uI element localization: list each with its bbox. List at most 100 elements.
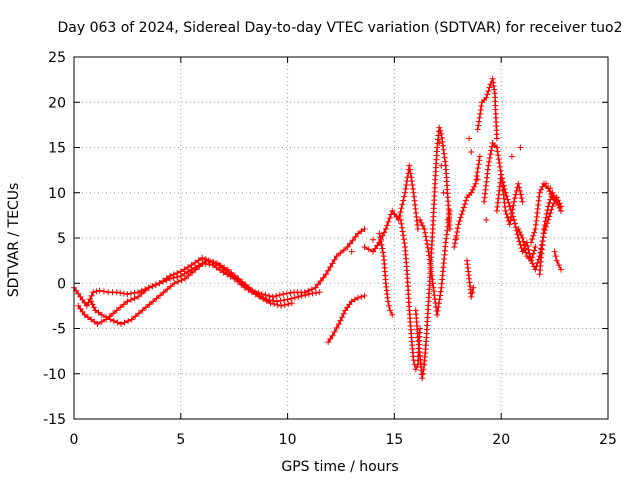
data-point-marker	[422, 229, 429, 236]
data-point-marker	[94, 320, 101, 327]
data-point-marker	[503, 211, 510, 218]
data-point-marker	[474, 176, 481, 183]
data-point-marker	[384, 298, 391, 305]
data-point-marker	[511, 195, 518, 202]
data-point-marker	[472, 180, 479, 187]
data-point-marker	[436, 139, 443, 146]
data-point-marker	[531, 229, 538, 236]
data-point-marker	[511, 216, 518, 223]
data-point-marker	[486, 158, 493, 165]
data-point-marker	[88, 316, 95, 323]
data-point-marker	[504, 196, 511, 203]
data-point-marker	[361, 292, 368, 299]
data-point-marker	[149, 283, 156, 290]
data-point-marker	[120, 290, 127, 297]
data-point-marker	[474, 126, 481, 133]
series-track-15h-dip	[397, 216, 424, 373]
data-point-marker	[420, 366, 427, 373]
data-point-marker	[182, 275, 189, 282]
data-point-marker	[439, 138, 446, 145]
data-point-marker	[256, 293, 263, 300]
data-point-marker	[269, 293, 276, 300]
data-point-marker	[421, 225, 428, 232]
data-point-marker	[478, 103, 485, 110]
data-point-marker	[273, 298, 280, 305]
data-point-marker	[553, 198, 560, 205]
data-point-marker	[150, 298, 157, 305]
data-point-marker	[529, 260, 536, 267]
data-point-marker	[339, 314, 346, 321]
data-point-marker	[519, 235, 526, 241]
data-point-marker	[495, 152, 502, 159]
data-point-marker	[95, 309, 102, 316]
data-point-marker	[160, 278, 166, 285]
data-point-marker	[476, 114, 483, 121]
data-point-marker	[456, 218, 463, 225]
data-point-marker	[90, 304, 97, 311]
series-track-19h-peak	[474, 75, 500, 142]
data-point-marker	[491, 86, 498, 93]
data-point-marker	[409, 181, 416, 188]
data-point-marker	[518, 195, 525, 202]
data-point-marker	[528, 239, 535, 246]
data-point-marker	[253, 290, 260, 297]
data-point-marker	[352, 233, 359, 240]
data-point-marker	[555, 201, 562, 208]
data-point-marker	[462, 197, 469, 204]
data-point-marker	[493, 135, 500, 142]
data-point-marker	[444, 227, 451, 234]
data-point-marker	[399, 228, 406, 235]
data-point-marker	[452, 236, 459, 243]
data-point-marker	[224, 271, 231, 278]
data-point-marker	[131, 289, 138, 296]
data-point-marker	[502, 207, 509, 214]
data-point-marker	[414, 225, 421, 232]
x-tick-label: 25	[599, 432, 617, 448]
data-point-marker	[117, 289, 124, 296]
data-point-marker	[422, 233, 429, 240]
data-point-marker	[412, 366, 419, 373]
data-point-marker	[377, 234, 384, 241]
data-point-marker	[117, 320, 124, 327]
data-point-marker	[530, 250, 537, 257]
data-point-marker	[408, 174, 415, 181]
data-point-marker	[475, 165, 482, 172]
data-point-marker	[524, 243, 531, 250]
data-point-marker	[486, 155, 493, 162]
data-point-marker	[84, 314, 91, 321]
data-point-marker	[461, 201, 468, 208]
data-point-marker	[283, 290, 290, 297]
data-point-marker	[93, 288, 100, 295]
data-point-marker	[470, 284, 477, 291]
y-tick-label: -15	[43, 412, 66, 428]
data-point-marker	[424, 241, 431, 248]
data-point-marker	[170, 274, 177, 281]
data-point-marker	[485, 87, 492, 94]
data-point-marker	[382, 225, 389, 232]
data-point-marker	[365, 246, 372, 253]
data-point-marker	[541, 222, 548, 229]
data-point-marker	[377, 238, 384, 245]
data-point-marker	[284, 296, 291, 303]
data-point-marker	[426, 256, 433, 263]
data-point-marker	[504, 214, 511, 221]
data-point-marker	[438, 130, 445, 137]
data-point-marker	[114, 319, 121, 326]
data-point-marker	[471, 183, 478, 190]
data-point-marker	[473, 176, 480, 183]
data-point-marker	[285, 301, 292, 308]
data-point-marker	[507, 217, 514, 224]
data-point-marker	[199, 254, 206, 261]
data-point-marker	[436, 296, 443, 303]
data-point-marker	[184, 268, 191, 275]
data-point-marker	[386, 302, 393, 309]
data-point-marker	[280, 291, 287, 298]
data-point-marker	[75, 290, 82, 297]
data-point-marker	[132, 313, 139, 320]
data-point-marker	[203, 257, 210, 264]
series-line	[453, 155, 481, 248]
data-point-marker	[476, 153, 483, 160]
data-point-marker	[426, 252, 433, 259]
data-point-marker	[455, 221, 462, 228]
data-point-marker	[499, 175, 506, 182]
